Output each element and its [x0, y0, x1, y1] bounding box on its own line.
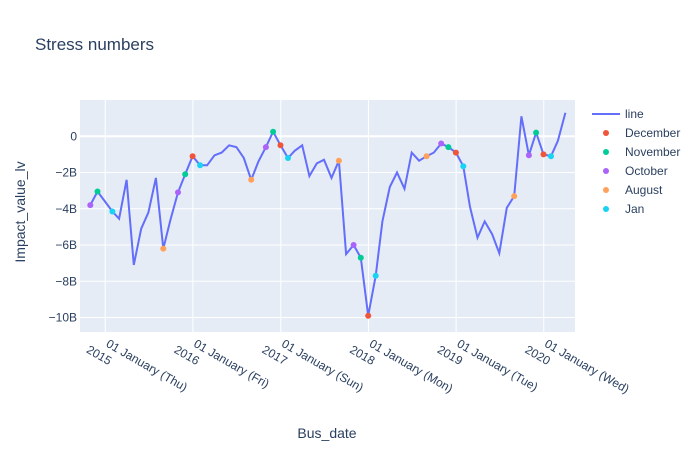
chart-title: Stress numbers: [35, 35, 154, 54]
data-point[interactable]: [270, 128, 277, 135]
data-point[interactable]: [540, 151, 547, 158]
series-december-markers: [189, 142, 547, 319]
data-point[interactable]: [438, 140, 445, 147]
legend-marker-swatch: [603, 206, 609, 212]
data-point[interactable]: [109, 208, 116, 215]
legend-item-october[interactable]: October: [603, 164, 668, 178]
y-tick-label: −2B: [55, 166, 77, 180]
legend-item-december[interactable]: December: [603, 126, 680, 140]
legend-item-november[interactable]: November: [603, 145, 680, 159]
series-august-markers: [160, 153, 518, 252]
legend-label: August: [625, 183, 663, 197]
data-point[interactable]: [182, 171, 189, 178]
data-point[interactable]: [452, 149, 459, 156]
legend-label: December: [625, 126, 680, 140]
series-october-markers: [87, 140, 532, 248]
series-jan-markers: [109, 153, 554, 279]
y-tick-label: −10B: [49, 311, 77, 325]
legend-marker-swatch: [603, 130, 609, 136]
y-axis-ticks: 0 −2B −4B −6B −8B −10B: [49, 129, 78, 324]
y-tick-label: 0: [70, 129, 77, 143]
x-axis-label: Bus_date: [297, 425, 356, 441]
data-point[interactable]: [277, 142, 284, 149]
legend[interactable]: line December November October August Jan: [592, 107, 680, 216]
legend-item-jan[interactable]: Jan: [603, 202, 644, 216]
grid-lines: [80, 100, 575, 332]
y-tick-label: −6B: [55, 238, 77, 252]
legend-marker-swatch: [603, 187, 609, 193]
legend-label: Jan: [625, 202, 644, 216]
data-point[interactable]: [365, 312, 372, 319]
y-tick-label: −8B: [55, 274, 77, 288]
data-point[interactable]: [423, 153, 430, 160]
series-layer: [87, 112, 567, 319]
series-line[interactable]: [89, 112, 567, 316]
legend-marker-swatch: [603, 149, 609, 155]
data-point[interactable]: [160, 245, 167, 252]
data-point[interactable]: [87, 202, 94, 209]
plot-area: [80, 100, 575, 332]
data-point[interactable]: [511, 193, 518, 200]
data-point[interactable]: [525, 152, 532, 159]
legend-label: November: [625, 145, 680, 159]
data-point[interactable]: [350, 242, 357, 248]
data-point[interactable]: [197, 162, 204, 169]
data-point[interactable]: [372, 272, 379, 279]
data-point[interactable]: [248, 176, 255, 183]
legend-marker-swatch: [603, 168, 609, 174]
y-tick-label: −4B: [55, 202, 77, 216]
data-point[interactable]: [189, 153, 196, 160]
data-point[interactable]: [357, 254, 364, 261]
legend-label: line: [625, 107, 644, 121]
series-november-markers: [94, 128, 540, 261]
legend-item-august[interactable]: August: [603, 183, 663, 197]
data-point[interactable]: [335, 157, 342, 164]
data-point[interactable]: [548, 153, 554, 160]
data-point[interactable]: [175, 189, 181, 196]
data-point[interactable]: [533, 129, 540, 136]
y-axis-label: Impact_value_lv: [12, 161, 28, 262]
legend-item-line[interactable]: line: [592, 107, 644, 121]
data-point[interactable]: [285, 155, 291, 161]
data-point[interactable]: [262, 144, 269, 151]
data-point[interactable]: [460, 163, 467, 170]
legend-label: October: [625, 164, 668, 178]
data-point[interactable]: [445, 144, 452, 151]
data-point[interactable]: [94, 188, 101, 195]
